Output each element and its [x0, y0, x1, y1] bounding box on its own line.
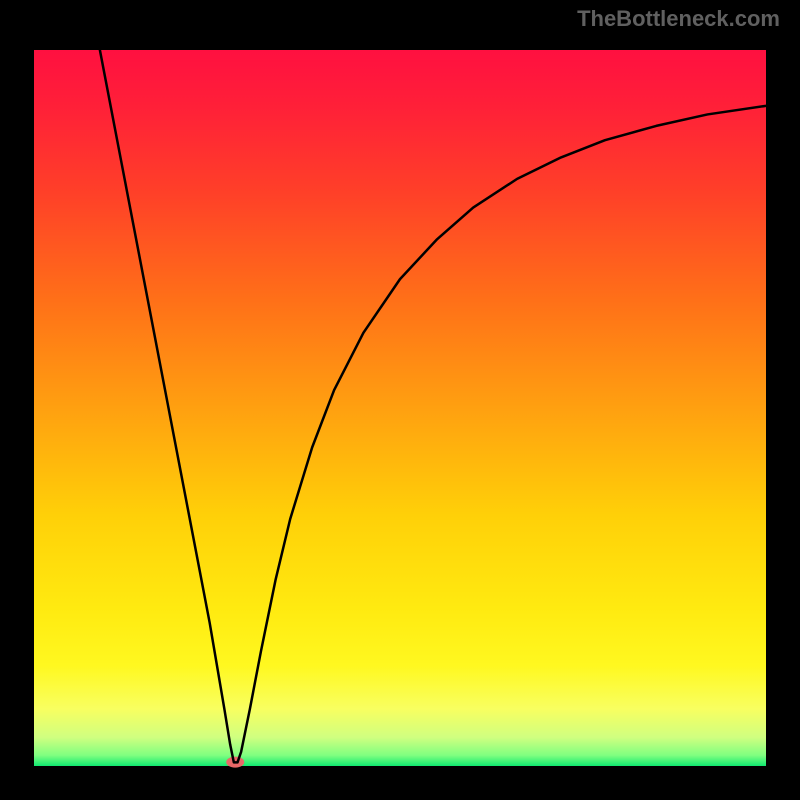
plot-frame [16, 32, 784, 784]
curve-path [100, 50, 766, 762]
watermark-text: TheBottleneck.com [577, 6, 780, 32]
bottleneck-curve [34, 50, 766, 766]
